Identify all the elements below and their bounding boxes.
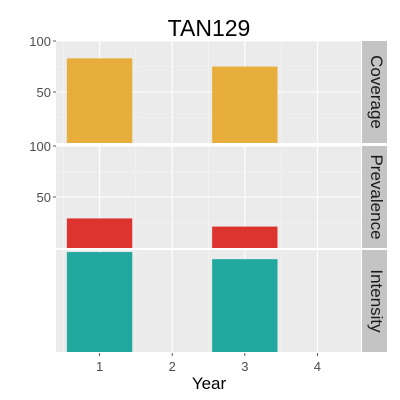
x-tick-label: 2 [169, 359, 176, 374]
x-tick-label: 3 [241, 359, 248, 374]
panel-coverage: 50 100 Coverage [29, 34, 387, 144]
y-tick-label: 100 [29, 139, 51, 154]
strip-label-coverage: Coverage [367, 55, 386, 129]
panel-intensity: Intensity [56, 250, 387, 352]
x-axis-label: Year [192, 374, 227, 393]
strip-label-intensity: Intensity [367, 269, 386, 333]
bar-prevalence-1 [66, 218, 133, 248]
strip-background [362, 250, 387, 352]
y-tick-label: 50 [37, 190, 51, 205]
y-tick-label: 100 [29, 34, 51, 49]
bar-coverage-1 [66, 58, 133, 144]
bar-intensity-1 [66, 252, 133, 352]
x-tick-label: 4 [314, 359, 321, 374]
y-tick-label: 50 [37, 85, 51, 100]
chart-title: TAN129 [168, 15, 251, 41]
bar-intensity-3 [212, 259, 278, 352]
bar-coverage-3 [212, 66, 278, 143]
strip-background [362, 146, 387, 248]
panel-prevalence: 50 100 Prevalence [29, 139, 387, 248]
x-tick-label: 1 [96, 359, 103, 374]
facet-panels: 50 100 Coverage 50 100 Prevalence Intensity [29, 34, 387, 352]
bar-prevalence-3 [212, 226, 278, 248]
strip-label-prevalence: Prevalence [367, 154, 386, 239]
x-axis: 1 2 3 4 [96, 353, 321, 374]
strip-background [362, 41, 387, 143]
